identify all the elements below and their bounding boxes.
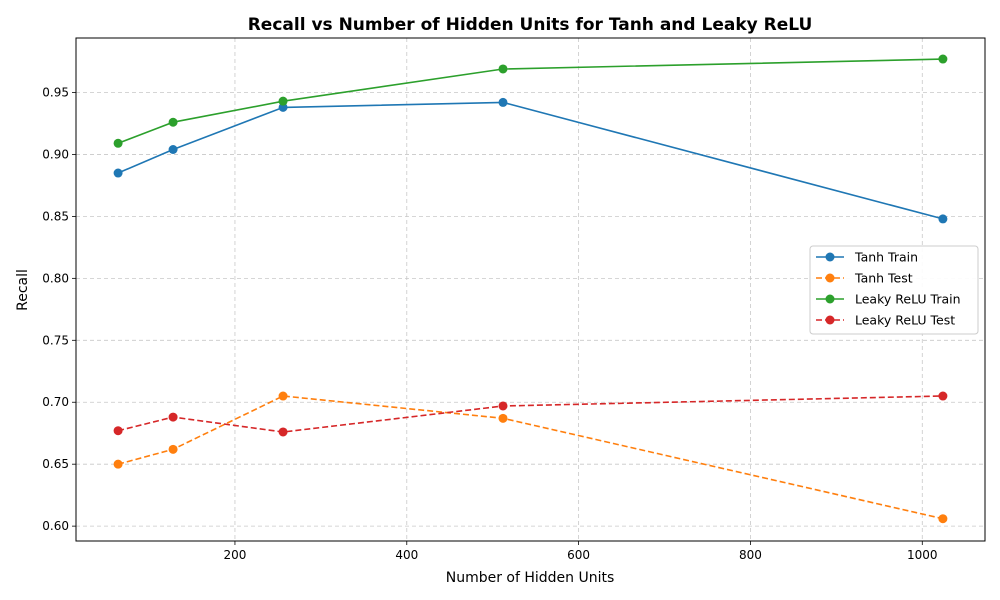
data-point — [113, 168, 123, 178]
data-point — [278, 427, 288, 437]
data-point — [278, 96, 288, 106]
data-point — [498, 64, 508, 74]
series-line — [117, 58, 943, 145]
data-point — [498, 413, 508, 423]
plot-frame — [75, 37, 986, 542]
data-point — [278, 102, 288, 112]
chart-title: Recall vs Number of Hidden Units for Tan… — [248, 15, 813, 35]
legend-marker — [825, 294, 835, 304]
legend-marker — [825, 315, 835, 325]
legend-label: Leaky ReLU Train — [855, 292, 961, 307]
y-tick-label: 0.75 — [42, 333, 69, 347]
data-point — [168, 117, 178, 127]
y-tick-label: 0.65 — [42, 457, 69, 471]
series-tanh-train — [113, 97, 948, 224]
data-point — [498, 97, 508, 107]
x-tick-label: 800 — [739, 548, 762, 562]
data-point — [113, 459, 123, 469]
series-leaky-relu-test — [113, 391, 948, 437]
legend-item: Leaky ReLU Train — [816, 292, 961, 307]
data-point — [938, 514, 948, 524]
legend: Tanh Train Tanh Test Leaky ReLU Train Leaky… — [809, 245, 979, 335]
data-point — [938, 214, 948, 224]
data-point — [113, 426, 123, 436]
data-point — [498, 401, 508, 411]
y-tick-label: 0.95 — [42, 86, 69, 100]
data-point — [938, 54, 948, 64]
x-tick-label: 200 — [223, 548, 246, 562]
series-line — [117, 101, 944, 220]
y-tick-label: 0.60 — [42, 519, 69, 533]
legend-box — [809, 245, 979, 335]
legend-item: Tanh Test — [816, 271, 913, 286]
data-point — [168, 145, 178, 155]
data-point — [168, 444, 178, 454]
x-tick-label: 1000 — [907, 548, 938, 562]
y-tick-label: 0.90 — [42, 147, 69, 161]
axis-ticks: 200 400 600 800 1000 0.60 0.65 0.70 0.75 0.80 0.85… — [42, 86, 937, 562]
y-tick-label: 0.70 — [42, 395, 69, 409]
x-tick-label: 600 — [567, 548, 590, 562]
y-tick-label: 0.85 — [42, 209, 69, 223]
x-axis-label: Number of Hidden Units — [446, 570, 615, 586]
series-line — [117, 395, 944, 520]
legend-item: Tanh Train — [816, 250, 918, 265]
y-tick-label: 0.80 — [42, 271, 69, 285]
legend-marker — [825, 252, 835, 262]
legend-label: Tanh Train — [854, 250, 918, 265]
x-tick-label: 400 — [395, 548, 418, 562]
series-layer — [113, 54, 948, 524]
data-point — [278, 391, 288, 401]
legend-item: Leaky ReLU Test — [816, 313, 955, 328]
data-point — [113, 138, 123, 148]
legend-label: Tanh Test — [854, 271, 913, 286]
data-point — [168, 412, 178, 422]
series-tanh-test — [113, 391, 948, 524]
series-line — [117, 395, 943, 433]
y-axis-label: Recall — [15, 269, 31, 311]
legend-marker — [825, 273, 835, 283]
series-leaky-relu-train — [113, 54, 948, 148]
data-point — [938, 391, 948, 401]
legend-label: Leaky ReLU Test — [855, 313, 955, 328]
